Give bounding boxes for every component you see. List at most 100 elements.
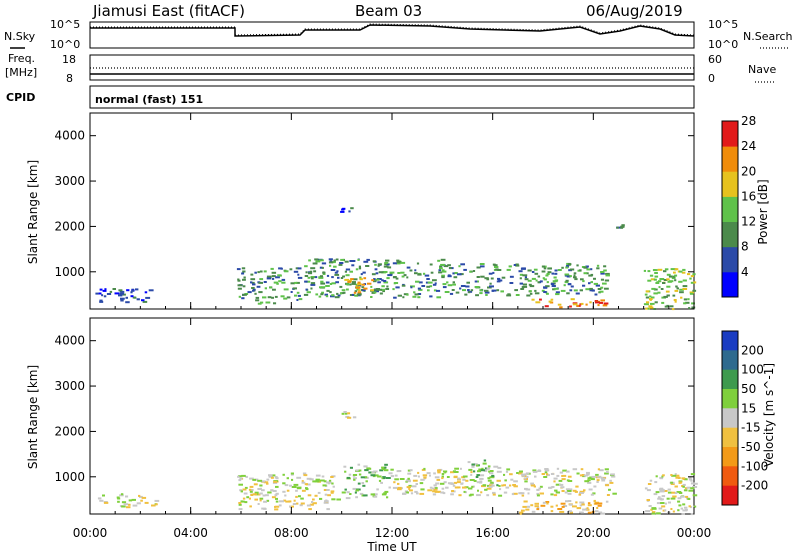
- velocity-cell: [305, 488, 309, 491]
- velocity-cell: [319, 479, 325, 482]
- nave-label: Nave: [748, 63, 776, 76]
- velocity-cell: [388, 472, 393, 475]
- power-cell: [363, 277, 367, 280]
- velocity-cell: [647, 483, 652, 485]
- power-cell: [527, 269, 532, 272]
- velocity-cell: [600, 512, 606, 515]
- velocity-cell: [539, 485, 543, 488]
- velocity-cell: [409, 469, 413, 472]
- velocity-cell: [674, 473, 677, 476]
- power-cell: [373, 291, 377, 294]
- velocity-cell: [670, 474, 673, 476]
- power-cell: [333, 259, 336, 262]
- velocity-ytick-label: 4000: [54, 334, 85, 348]
- velocity-cell: [347, 416, 352, 419]
- velocity-cell: [655, 491, 660, 494]
- power-cell: [355, 286, 361, 289]
- power-cell: [432, 283, 437, 286]
- power-cell: [251, 287, 255, 289]
- power-cell: [539, 298, 542, 301]
- velocity-cell: [693, 505, 697, 508]
- velocity-cell: [589, 476, 594, 479]
- power-cell: [653, 269, 656, 271]
- velocity-cell: [266, 482, 269, 485]
- power-cell: [656, 281, 659, 284]
- velocity-cell: [512, 492, 518, 495]
- power-cell: [643, 303, 649, 306]
- power-cell: [583, 272, 587, 275]
- power-cell: [565, 279, 569, 282]
- power-cell: [495, 268, 499, 271]
- velocity-cell: [443, 481, 447, 484]
- velocity-cell: [343, 411, 347, 413]
- velocity-cell: [426, 472, 431, 475]
- velocity-cell: [467, 461, 471, 464]
- velocity-cell: [346, 476, 350, 479]
- power-cell: [375, 278, 380, 281]
- power-cell: [102, 289, 107, 292]
- power-cell: [99, 300, 104, 303]
- velocity-cell: [123, 503, 129, 506]
- power-cell: [644, 293, 648, 296]
- velocity-cell: [244, 486, 248, 489]
- velocity-cell: [559, 483, 564, 486]
- velocity-colorbar-tick-label: -15: [741, 421, 761, 435]
- power-cell: [392, 262, 397, 265]
- power-cell: [569, 268, 575, 271]
- velocity-cell: [317, 491, 321, 494]
- velocity-cell: [489, 484, 493, 487]
- velocity-cell: [595, 473, 599, 476]
- velocity-cell: [381, 493, 387, 496]
- velocity-cell: [605, 484, 610, 487]
- power-cell: [484, 291, 490, 294]
- power-cell: [582, 284, 586, 287]
- velocity-cell: [475, 476, 479, 478]
- velocity-cell: [308, 483, 311, 486]
- velocity-cell: [267, 491, 272, 494]
- cpid-value: normal (fast) 151: [95, 93, 203, 106]
- velocity-cell: [240, 490, 243, 493]
- velocity-cell: [315, 478, 320, 481]
- power-cell: [689, 277, 692, 280]
- power-cell: [531, 277, 536, 280]
- velocity-colorbar-swatch: [722, 427, 738, 448]
- power-cell: [344, 270, 347, 273]
- velocity-cell: [121, 505, 126, 508]
- power-cell: [586, 268, 591, 271]
- power-cell: [666, 285, 671, 288]
- power-colorbar-swatch: [722, 271, 738, 298]
- power-cell: [418, 288, 423, 291]
- power-cell: [564, 273, 569, 276]
- velocity-cell: [684, 487, 688, 490]
- power-cell: [596, 264, 600, 267]
- power-cell: [396, 261, 402, 264]
- power-cell: [340, 210, 345, 213]
- power-cell: [488, 272, 493, 275]
- power-cell: [519, 277, 522, 280]
- velocity-cell: [265, 494, 269, 497]
- power-cell: [320, 293, 324, 296]
- power-cell: [456, 273, 462, 276]
- velocity-cell: [501, 484, 504, 487]
- power-cell: [347, 280, 352, 283]
- velocity-cell: [575, 501, 578, 504]
- velocity-cell: [322, 484, 327, 487]
- velocity-cell: [378, 479, 382, 482]
- power-cell: [674, 300, 677, 303]
- power-cell: [654, 301, 658, 304]
- power-cell: [371, 279, 374, 282]
- power-cell: [237, 278, 240, 281]
- velocity-cell: [658, 496, 661, 499]
- power-cell: [393, 296, 397, 299]
- power-cell: [535, 301, 541, 304]
- velocity-cell: [678, 504, 682, 507]
- power-cell: [342, 207, 346, 210]
- velocity-cell: [464, 491, 467, 494]
- noise-tick-left-top: 10^5: [50, 18, 80, 31]
- power-cell: [446, 281, 449, 284]
- velocity-cell: [557, 508, 563, 510]
- velocity-cell: [660, 502, 665, 504]
- velocity-cell: [324, 500, 329, 503]
- velocity-cell: [274, 476, 278, 479]
- power-cell: [498, 269, 502, 271]
